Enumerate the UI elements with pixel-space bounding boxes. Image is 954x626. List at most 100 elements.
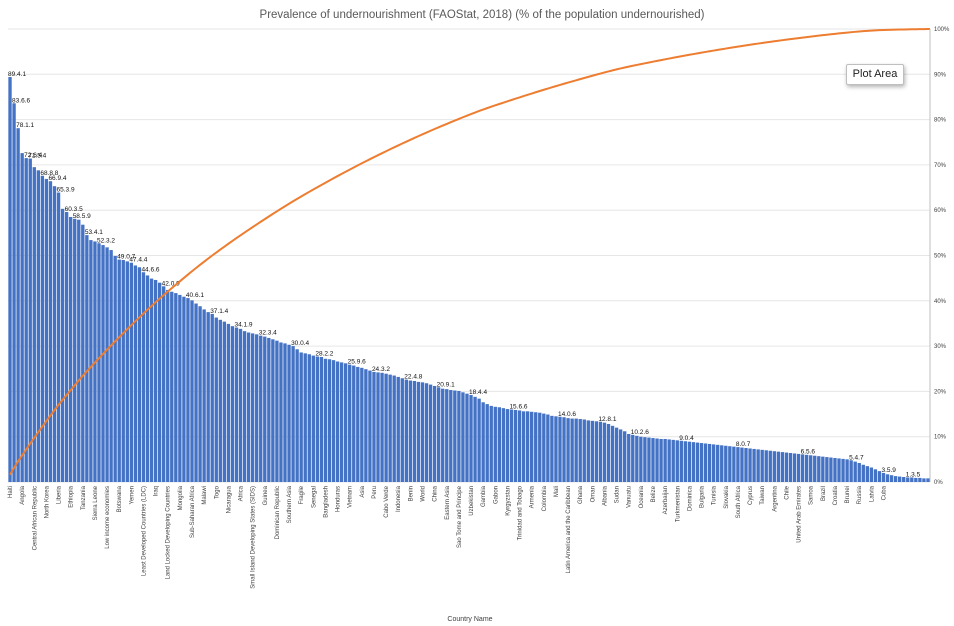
category-label: Slovakia xyxy=(724,485,730,508)
bar xyxy=(594,421,599,482)
bar xyxy=(841,458,845,482)
category-label: Vietnam xyxy=(348,486,354,508)
bar xyxy=(538,412,542,482)
bar xyxy=(744,448,748,482)
data-label: 34.1.9 xyxy=(234,322,252,329)
bar xyxy=(804,454,809,482)
bar xyxy=(788,453,793,482)
bar xyxy=(137,267,142,482)
category-label: Samoa xyxy=(809,485,815,505)
data-label: 42.0.9 xyxy=(162,280,180,287)
bar xyxy=(307,354,311,482)
bar xyxy=(534,412,538,482)
bar xyxy=(627,433,631,482)
bar xyxy=(327,359,332,482)
bar xyxy=(24,158,28,483)
bar xyxy=(679,440,683,482)
category-label: Peru xyxy=(372,486,378,499)
bar xyxy=(558,416,562,482)
bar xyxy=(275,340,279,482)
bar xyxy=(380,372,384,482)
bar xyxy=(295,349,299,482)
bar xyxy=(291,346,295,482)
bar xyxy=(162,286,166,482)
bar xyxy=(873,469,878,482)
bar xyxy=(40,175,45,482)
bar xyxy=(299,352,303,482)
bar xyxy=(477,398,481,482)
bar xyxy=(404,379,408,482)
category-label: Russia xyxy=(857,485,863,504)
y2-tick-label: 0% xyxy=(934,480,943,486)
category-label: Trinidad and Tobago xyxy=(518,485,524,540)
bar xyxy=(408,380,413,482)
bar xyxy=(360,367,364,482)
bar xyxy=(170,291,174,482)
bar xyxy=(12,103,16,483)
category-label: North Korea xyxy=(44,485,50,518)
bar xyxy=(813,455,817,482)
category-label: Botswana xyxy=(117,485,123,512)
bar xyxy=(667,439,671,482)
bar xyxy=(339,362,344,482)
bar xyxy=(113,255,117,482)
category-labels: Haiti Angola Central African Republic North… xyxy=(8,485,887,588)
bar xyxy=(420,382,425,482)
category-label: Cyprus xyxy=(748,486,754,505)
category-label: Albania xyxy=(602,485,608,506)
bar xyxy=(497,407,502,482)
bar xyxy=(877,471,882,482)
category-label: China xyxy=(433,485,439,501)
data-label: 66.9.4 xyxy=(48,175,66,182)
category-label: South Africa xyxy=(736,485,742,518)
category-label: Croatia xyxy=(833,485,839,505)
data-label: 22.4.8 xyxy=(404,374,422,381)
category-label: Benin xyxy=(408,486,414,501)
bar xyxy=(554,416,558,482)
bar xyxy=(376,372,380,482)
bar xyxy=(52,186,57,483)
bar xyxy=(760,449,764,482)
bar xyxy=(174,293,178,482)
category-label: Turkmenistan xyxy=(675,486,681,522)
bar xyxy=(639,436,643,482)
bar xyxy=(509,409,514,482)
bar xyxy=(457,390,461,482)
data-label: 0.9.5 xyxy=(930,0,945,2)
y2-tick-label: 50% xyxy=(934,254,947,260)
y2-tick-label: 60% xyxy=(934,208,947,214)
bar xyxy=(732,446,736,482)
bar xyxy=(69,216,73,482)
plot-area-tooltip: Plot Area xyxy=(846,64,904,85)
category-label: Honduras xyxy=(336,486,342,512)
bar xyxy=(194,303,198,482)
data-label: 25.9.6 xyxy=(348,359,366,366)
category-label: Uzbekistan xyxy=(469,486,475,516)
bar xyxy=(574,418,578,482)
bar xyxy=(44,178,49,482)
data-label: 18.4.4 xyxy=(469,389,487,396)
bar xyxy=(926,478,930,482)
category-label: United Arab Emirates xyxy=(797,486,803,543)
bar xyxy=(259,335,263,482)
bar xyxy=(441,388,445,482)
bar xyxy=(853,461,857,482)
bar xyxy=(586,420,590,482)
bar xyxy=(388,374,392,482)
data-label: 37.1.4 xyxy=(210,308,228,315)
bar xyxy=(400,378,404,482)
bar xyxy=(263,336,267,482)
data-label: 78.1.1 xyxy=(16,122,34,129)
bar xyxy=(902,477,906,482)
category-label: Bulgaria xyxy=(700,485,706,508)
bar xyxy=(271,339,275,482)
bar xyxy=(109,250,113,482)
bar xyxy=(606,424,611,482)
category-label: Southern Asia xyxy=(287,485,293,523)
bar xyxy=(792,453,797,482)
bar xyxy=(384,373,388,482)
category-label: Armenia xyxy=(530,485,536,508)
data-label: 28.2.2 xyxy=(315,351,333,358)
bar xyxy=(869,467,874,482)
bar xyxy=(352,365,356,482)
